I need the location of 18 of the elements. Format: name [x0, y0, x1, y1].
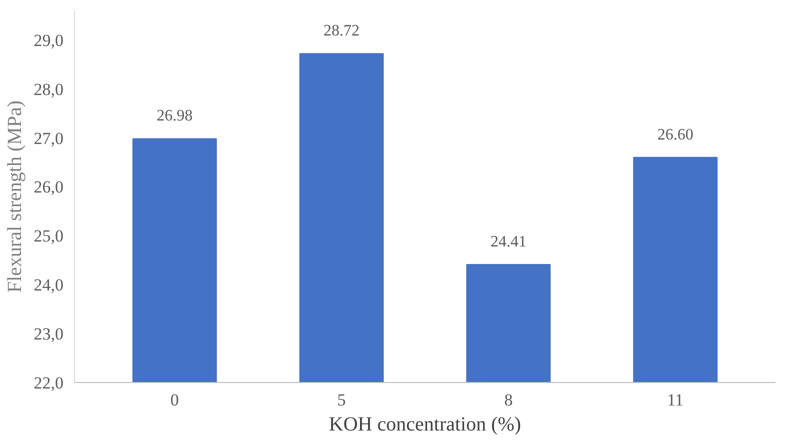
x-tick-label: 11 — [667, 390, 684, 410]
y-tick-label: 25,0 — [34, 226, 64, 246]
y-tick-label: 27,0 — [34, 128, 64, 148]
data-label: 28.72 — [324, 22, 360, 40]
x-tick-label: 8 — [504, 390, 513, 410]
x-tick-label: 0 — [170, 390, 179, 410]
y-tick-label: 29,0 — [34, 30, 64, 50]
data-label: 24.41 — [490, 234, 526, 251]
x-tick-label: 5 — [337, 390, 346, 410]
y-tick-label: 23,0 — [34, 324, 64, 344]
data-label: 26.98 — [156, 108, 193, 125]
y-axis-title: Flexural strength (MPa) — [4, 100, 26, 293]
data-label: 26.60 — [657, 126, 694, 144]
y-tick-label: 26,0 — [34, 178, 64, 197]
y-tick-label: 24,0 — [34, 276, 64, 295]
x-axis-title: KOH concentration (%) — [328, 414, 522, 436]
y-tick-label: 22,0 — [34, 374, 64, 392]
y-tick-label: 28,0 — [34, 80, 64, 99]
